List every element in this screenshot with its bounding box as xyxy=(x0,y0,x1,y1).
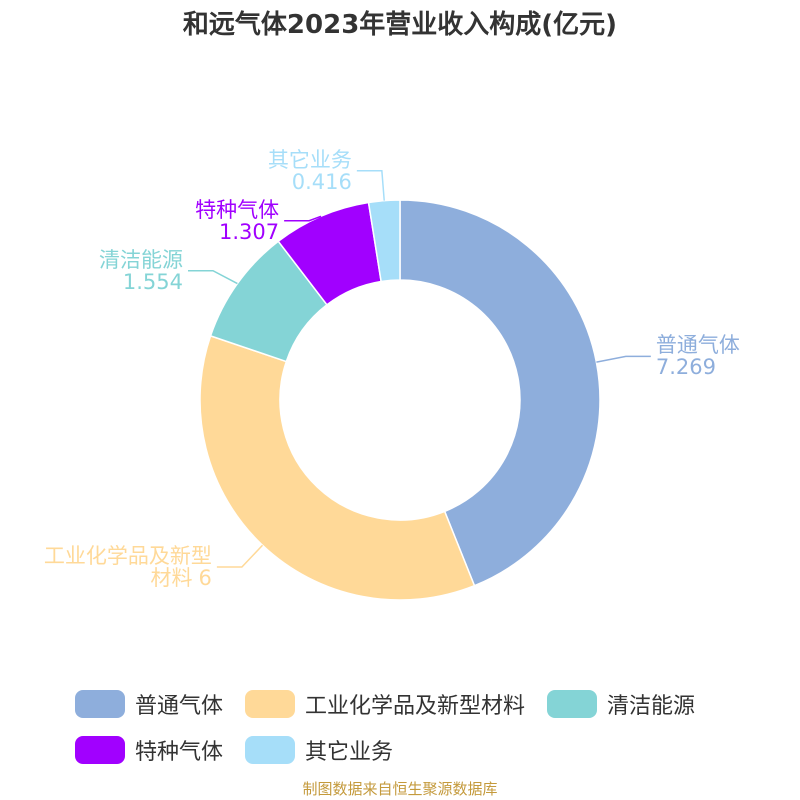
label-value: 7.269 xyxy=(655,355,716,380)
data-label: 特种气体 1.307 xyxy=(195,199,279,243)
legend-item: 工业化学品及新型材料 xyxy=(245,688,525,720)
legend-item: 特种气体 xyxy=(75,734,223,766)
data-label: 清洁能源 1.554 xyxy=(99,249,183,293)
legend-label: 特种气体 xyxy=(135,740,224,765)
legend-label: 普通气体 xyxy=(135,694,224,719)
data-label: 普通气体 7.269 xyxy=(656,334,740,378)
label-name: 普通气体 xyxy=(655,333,740,358)
label-name: 工业化学品及新型材料 xyxy=(43,544,212,591)
data-label: 工业化学品及新型材料 6 xyxy=(32,545,212,589)
leader-line xyxy=(188,269,238,285)
label-value: 6 xyxy=(198,566,212,591)
legend-item: 其它业务 xyxy=(245,734,393,766)
donut-slice xyxy=(367,199,401,283)
label-value: 1.554 xyxy=(122,269,184,294)
donut-slice xyxy=(199,334,476,601)
legend-item: 清洁能源 xyxy=(547,688,695,720)
legend-swatch xyxy=(547,690,598,718)
legend-swatch xyxy=(75,736,125,764)
chart-title: 和远气体2023年营业收入构成(亿元) xyxy=(182,10,618,40)
label-value: 0.416 xyxy=(291,169,352,194)
leader-line xyxy=(596,355,651,363)
data-label: 其它业务 0.416 xyxy=(268,149,352,193)
legend-item: 普通气体 xyxy=(75,688,223,720)
label-value: 1.307 xyxy=(219,219,280,244)
legend-swatch xyxy=(75,690,125,718)
leader-line xyxy=(216,544,264,568)
legend-label: 工业化学品及新型材料 xyxy=(305,694,526,719)
label-name: 清洁能源 xyxy=(99,247,184,272)
legend: 普通气体 工业化学品及新型材料 清洁能源特种气体 其它业务 xyxy=(75,688,800,766)
label-name: 其它业务 xyxy=(267,147,352,172)
legend-swatch xyxy=(245,736,296,764)
leader-line xyxy=(284,215,322,222)
source: 制图数据来自恒生聚源数据库 xyxy=(302,780,498,798)
label-name: 特种气体 xyxy=(195,197,280,222)
legend-label: 其它业务 xyxy=(305,740,394,765)
legend-swatch xyxy=(245,690,296,718)
donut-slice xyxy=(399,199,601,587)
legend-label: 清洁能源 xyxy=(607,694,696,719)
leader-line xyxy=(356,169,385,201)
